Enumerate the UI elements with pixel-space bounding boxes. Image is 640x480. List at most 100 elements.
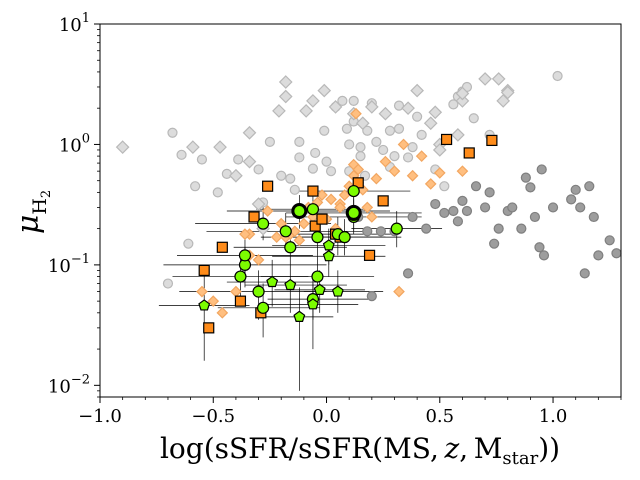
x-axis-title: log(sSFR/sSFR(MS, z, Mstar)) — [160, 432, 560, 469]
data-point-circle — [252, 285, 265, 298]
data-point-square — [203, 322, 215, 334]
data-point-diamond — [361, 201, 374, 214]
data-point-circle — [407, 211, 418, 223]
data-point-circle — [389, 151, 400, 162]
data-point-circle — [461, 205, 473, 217]
data-point-square — [440, 133, 453, 146]
data-point-diamond — [424, 178, 437, 190]
x-tick-label: −1.0 — [78, 406, 122, 427]
data-point-square — [216, 241, 228, 253]
data-point-circle — [294, 152, 305, 163]
data-point-circle — [291, 203, 308, 220]
data-point-circle — [547, 202, 559, 213]
data-point-diamond — [365, 211, 378, 223]
data-point-diamond — [216, 306, 229, 319]
data-point-diamond — [261, 205, 274, 217]
data-point-square — [316, 213, 328, 225]
data-point-circle — [611, 248, 622, 259]
data-point-diamond — [406, 169, 419, 182]
data-point-circle — [366, 291, 377, 302]
x-axis-ticks: −1.0 −0.5 0.0 0.5 1.0 — [78, 397, 622, 427]
data-point-pentagon — [266, 275, 279, 288]
x-tick-label: −0.5 — [191, 406, 235, 427]
y-axis-title: μH2 — [11, 190, 54, 234]
data-point-circle — [310, 147, 321, 159]
data-point-circle — [534, 242, 545, 253]
data-point-square — [377, 195, 389, 207]
data-point-diamond — [455, 86, 470, 101]
data-point-circle — [319, 125, 330, 136]
data-point-square — [486, 134, 498, 147]
data-point-circle — [402, 152, 414, 163]
data-point-circle — [430, 198, 441, 210]
data-point-diamond — [186, 140, 200, 154]
data-point-diamond — [393, 285, 405, 298]
y-tick-label: 10−1 — [48, 252, 90, 277]
data-point-diamond — [252, 254, 265, 266]
data-point-diamond — [478, 72, 492, 86]
data-point-circle — [536, 164, 547, 175]
data-point-diamond — [379, 155, 392, 168]
data-point-circle — [538, 250, 550, 261]
data-point-circle — [507, 202, 518, 213]
data-point-circle — [604, 235, 615, 246]
data-point-circle — [162, 278, 174, 289]
data-point-circle — [384, 125, 396, 136]
data-point-circle — [325, 166, 337, 177]
data-point-circle — [579, 268, 590, 279]
data-point-circle — [448, 99, 459, 110]
data-point-circle — [529, 211, 541, 223]
data-point-circle — [196, 154, 208, 165]
data-point-circle — [221, 168, 232, 179]
data-point-diamond — [428, 105, 443, 120]
data-point-diamond — [115, 140, 130, 154]
data-point-diamond — [278, 89, 293, 104]
data-point-pentagon — [322, 249, 335, 262]
data-point-circle — [489, 238, 500, 249]
data-point-circle — [190, 181, 201, 192]
data-point-diamond — [242, 154, 257, 169]
data-point-circle — [390, 222, 403, 235]
data-point-pentagon — [313, 283, 326, 295]
data-point-circle — [264, 136, 275, 147]
data-point-circle — [176, 149, 187, 160]
data-point-circle — [212, 187, 223, 198]
data-point-circle — [402, 268, 414, 279]
data-point-square — [309, 220, 321, 232]
data-point-square — [262, 180, 274, 192]
data-point-diamond — [299, 104, 313, 118]
y-tick-label: 100 — [59, 131, 90, 156]
data-point-circle — [311, 270, 324, 283]
data-point-circle — [345, 204, 362, 221]
data-point-circle — [570, 184, 581, 195]
data-point-diamond — [272, 104, 286, 118]
data-point-circle — [362, 125, 373, 136]
data-point-diamond — [415, 150, 428, 162]
data-point-circle — [393, 100, 405, 111]
y-tick-label: 10−2 — [48, 372, 90, 397]
series-light-grey-diamonds — [115, 72, 515, 236]
data-point-circle — [484, 187, 495, 198]
data-point-diamond — [196, 285, 208, 298]
data-point-circle — [183, 238, 194, 249]
data-point-diamond — [455, 94, 470, 108]
data-point-diamond — [350, 107, 362, 120]
data-point-diamond — [423, 116, 438, 131]
data-point-diamond — [378, 106, 393, 121]
y-tick-label: 101 — [59, 11, 90, 36]
data-point-circle — [452, 216, 464, 227]
data-point-circle — [416, 129, 427, 141]
data-point-pentagon — [322, 239, 335, 251]
data-point-diamond — [270, 231, 283, 243]
data-point-diamond — [491, 72, 506, 86]
data-point-circle — [348, 95, 359, 106]
x-tick-label: 1.0 — [539, 406, 568, 427]
x-tick-label: 0.5 — [425, 406, 454, 427]
data-point-diamond — [306, 94, 320, 108]
data-point-circle — [593, 250, 604, 261]
data-point-circle — [341, 123, 353, 134]
data-point-pentagon — [284, 278, 297, 291]
data-point-circle — [233, 154, 244, 165]
data-point-circle — [470, 181, 482, 192]
